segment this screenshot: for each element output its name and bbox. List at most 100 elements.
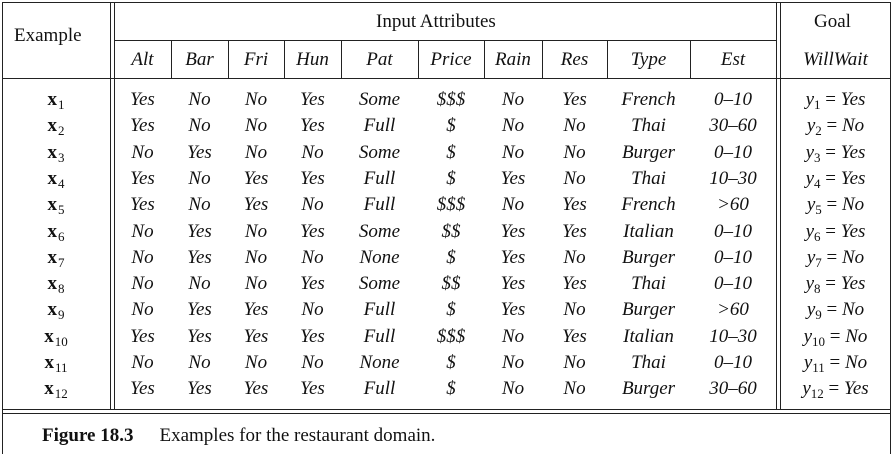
column-header-pat: Pat xyxy=(366,49,393,70)
cell-willwait: y11 = No xyxy=(803,352,868,375)
cell-hun: Yes xyxy=(300,89,325,110)
cell-alt: No xyxy=(131,299,154,321)
cell-fri: No xyxy=(244,141,268,163)
cell-fri: No xyxy=(244,352,268,373)
cell-pat: Full xyxy=(363,325,396,347)
cell-willwait: y3 = Yes xyxy=(805,141,866,165)
cell-willwait: y4 = Yes xyxy=(805,167,866,191)
column-header-res: Res xyxy=(560,49,589,70)
cell-rain: No xyxy=(501,89,525,110)
cell-hun: No xyxy=(301,194,324,216)
cell-alt: Yes xyxy=(130,167,155,189)
cell-rain: Yes xyxy=(500,273,526,295)
cell-alt: No xyxy=(131,141,154,163)
cell-bar: No xyxy=(188,89,211,110)
cell-willwait: y7 = No xyxy=(806,246,865,270)
cell-bar: Yes xyxy=(187,378,212,400)
frame-right xyxy=(890,2,891,454)
cell-est: 0–10 xyxy=(714,141,752,163)
cell-est: 0–10 xyxy=(714,352,752,373)
cell-hun: No xyxy=(301,141,324,163)
cell-rain: Yes xyxy=(500,220,526,242)
cell-alt: No xyxy=(131,246,154,268)
cell-type: Burger xyxy=(621,378,676,400)
cell-rain: No xyxy=(501,352,525,373)
cell-willwait: y2 = No xyxy=(806,115,865,139)
cell-hun: No xyxy=(301,299,324,321)
cell-willwait: y6 = Yes xyxy=(805,220,866,244)
frame-top xyxy=(2,2,891,3)
rule-h-attributes xyxy=(114,40,776,41)
rule-v-col-separator xyxy=(418,40,419,78)
cell-rain: Yes xyxy=(500,246,526,268)
rule-v-col-separator xyxy=(284,40,285,78)
caption-label: Figure 18.3 xyxy=(42,425,134,446)
cell-res: No xyxy=(563,378,586,400)
rule-v-col-separator xyxy=(607,40,608,78)
rule-v-col-separator xyxy=(341,40,342,78)
cell-est: 0–10 xyxy=(714,220,752,242)
cell-alt: Yes xyxy=(130,378,155,400)
header-input-attributes: Input Attributes xyxy=(376,11,496,32)
header-example: Example xyxy=(14,25,82,46)
example-label: x11 xyxy=(44,352,68,375)
cell-type: Thai xyxy=(631,273,666,295)
cell-est: 30–60 xyxy=(709,378,757,400)
cell-rain: No xyxy=(501,141,525,163)
cell-bar: No xyxy=(188,273,211,295)
cell-type: Thai xyxy=(631,352,666,373)
cell-price: $$$ xyxy=(436,325,466,347)
cell-type: Thai xyxy=(631,115,666,137)
example-label: x3 xyxy=(47,141,65,165)
cell-rain: No xyxy=(501,378,525,400)
cell-res: No xyxy=(563,115,586,137)
cell-willwait: y8 = Yes xyxy=(805,273,866,297)
cell-res: No xyxy=(563,246,586,268)
cell-willwait: y5 = No xyxy=(806,194,865,218)
cell-est: 0–10 xyxy=(714,246,752,268)
rule-v-col-separator xyxy=(171,40,172,78)
column-header-fri: Fri xyxy=(243,49,269,70)
example-label: x12 xyxy=(44,378,68,402)
cell-willwait: y12 = Yes xyxy=(802,378,869,402)
cell-type: Italian xyxy=(623,220,674,242)
cell-price: $$$ xyxy=(436,194,466,216)
cell-bar: No xyxy=(188,167,211,189)
cell-type: Burger xyxy=(621,299,676,321)
column-header-type: Type xyxy=(630,49,667,70)
cell-type: French xyxy=(621,194,676,216)
cell-hun: No xyxy=(301,246,324,268)
cell-price: $$ xyxy=(441,220,461,242)
cell-res: No xyxy=(563,167,586,189)
cell-est: >60 xyxy=(717,299,749,321)
rule-v-left-b xyxy=(114,2,115,410)
cell-res: Yes xyxy=(562,89,587,110)
cell-est: 0–10 xyxy=(714,273,752,295)
example-label: x10 xyxy=(44,325,68,349)
cell-fri: Yes xyxy=(243,325,269,347)
cell-price: $ xyxy=(446,378,456,400)
cell-price: $ xyxy=(446,115,456,137)
column-header-rain: Rain xyxy=(495,49,531,70)
rule-v-right-a xyxy=(776,2,777,410)
cell-price: $ xyxy=(446,299,456,321)
cell-alt: Yes xyxy=(130,194,155,216)
cell-fri: No xyxy=(244,220,268,242)
cell-alt: Yes xyxy=(130,89,155,110)
column-header-willwait: WillWait xyxy=(803,49,868,70)
cell-pat: Full xyxy=(363,378,396,400)
example-label: x6 xyxy=(47,220,65,244)
rule-h-header xyxy=(2,78,891,79)
cell-fri: No xyxy=(244,273,268,295)
cell-fri: No xyxy=(244,115,268,137)
cell-rain: Yes xyxy=(500,167,526,189)
cell-res: No xyxy=(563,141,586,163)
rule-h-caption-b xyxy=(2,413,891,414)
cell-price: $$$ xyxy=(436,89,466,110)
rule-v-col-separator xyxy=(228,40,229,78)
cell-pat: Some xyxy=(358,273,401,295)
cell-res: Yes xyxy=(562,220,587,242)
cell-res: Yes xyxy=(562,273,587,295)
column-header-bar: Bar xyxy=(185,49,214,70)
